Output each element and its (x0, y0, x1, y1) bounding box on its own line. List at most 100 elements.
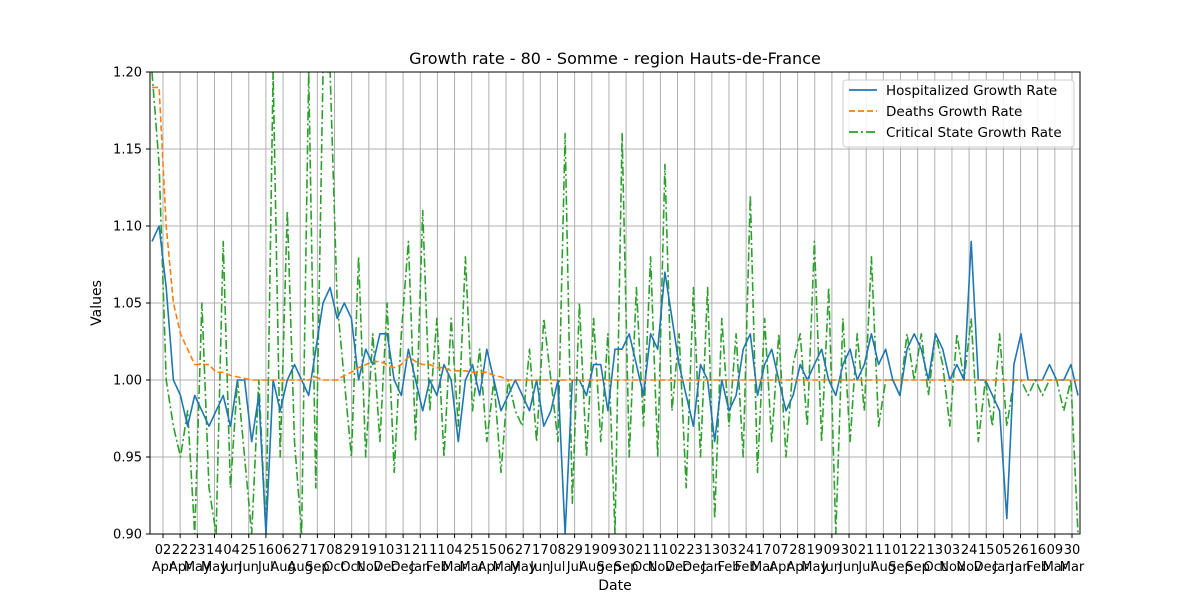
x-tick-day: 29 (566, 543, 583, 558)
x-tick-month: Jun (838, 560, 859, 575)
x-tick-month: May (510, 560, 537, 575)
x-tick-day: 15 (481, 543, 498, 558)
x-tick-month: Sep (597, 560, 622, 575)
y-tick-label: 1.15 (113, 143, 142, 158)
x-tick-day: 30 (1064, 543, 1081, 558)
x-tick-day: 02 (155, 543, 172, 558)
x-tick-month: Sep (305, 560, 330, 575)
x-tick-month: Dec (682, 560, 707, 575)
legend-label-hospitalized: Hospitalized Growth Rate (886, 83, 1057, 99)
x-tick-day: 11 (429, 543, 446, 558)
x-tick-day: 30 (841, 543, 858, 558)
x-tick-day: 03 (721, 543, 738, 558)
x-tick-day: 06 (275, 543, 292, 558)
x-tick-day: 27 (515, 543, 532, 558)
y-axis-title: Values (89, 280, 105, 326)
y-tick-label: 1.00 (113, 374, 142, 389)
x-tick-day: 14 (206, 543, 223, 558)
x-tick-month: May (184, 560, 211, 575)
x-tick-day: 24 (961, 543, 978, 558)
x-tick-day: 13 (704, 543, 721, 558)
x-tick-month: Apr (478, 560, 501, 575)
x-tick-day: 02 (669, 543, 686, 558)
series-deaths-line (152, 86, 1078, 381)
x-tick-day: 09 (1047, 543, 1064, 558)
x-tick-day: 11 (875, 543, 892, 558)
x-axis-title: Date (598, 578, 631, 594)
x-tick-month: Jul (857, 560, 874, 575)
x-tick-day: 05 (995, 543, 1012, 558)
x-tick-month: Oct (924, 560, 946, 575)
x-tick-month: Jan (409, 560, 430, 575)
x-tick-month: Jun (821, 560, 842, 575)
x-tick-day: 25 (463, 543, 480, 558)
x-tick-month: Jan (1010, 560, 1031, 575)
x-tick-day: 25 (240, 543, 257, 558)
x-tick-month: Apr (169, 560, 192, 575)
x-tick-month: Jun (238, 560, 259, 575)
x-tick-day: 04 (223, 543, 240, 558)
x-tick-month: May (493, 560, 520, 575)
x-tick-day: 17 (309, 543, 326, 558)
x-tick-month: Dec (665, 560, 690, 575)
x-tick-month: Jul (566, 560, 583, 575)
x-tick-day: 07 (772, 543, 789, 558)
x-tick-month: Nov (356, 560, 382, 575)
x-tick-day: 23 (189, 543, 206, 558)
x-tick-month: Feb (735, 560, 758, 575)
x-tick-day: 31 (395, 543, 412, 558)
y-tick-label: 1.10 (113, 220, 142, 235)
x-tick-month: Oct (323, 560, 345, 575)
x-axis: 02Apr22Apr23May14May04Jun25Jun16Jul06Aug… (152, 534, 1085, 575)
x-tick-day: 15 (978, 543, 995, 558)
x-tick-month: Sep (905, 560, 930, 575)
x-tick-month: May (201, 560, 228, 575)
x-tick-day: 22 (172, 543, 189, 558)
series-layer (151, 72, 1079, 534)
x-tick-day: 29 (343, 543, 360, 558)
x-tick-day: 22 (909, 543, 926, 558)
x-tick-day: 23 (686, 543, 703, 558)
x-tick-month: Feb (1026, 560, 1049, 575)
x-tick-month: Sep (888, 560, 913, 575)
x-tick-month: Aug (579, 560, 604, 575)
x-tick-day: 03 (944, 543, 961, 558)
legend: Hospitalized Growth Rate Deaths Growth R… (842, 79, 1075, 148)
series-hospitalized-line (151, 225, 1079, 534)
x-tick-month: Sep (614, 560, 639, 575)
x-tick-month: Mar (751, 560, 776, 575)
x-tick-day: 21 (858, 543, 875, 558)
x-tick-month: Dec (391, 560, 416, 575)
x-tick-day: 28 (789, 543, 806, 558)
y-tick-label: 1.20 (113, 66, 142, 81)
series-critical-line (151, 72, 1079, 534)
x-tick-day: 17 (755, 543, 772, 558)
x-tick-day: 09 (601, 543, 618, 558)
x-tick-day: 19 (584, 543, 601, 558)
x-tick-month: Feb (717, 560, 740, 575)
chart-title: Growth rate - 80 - Somme - region Hauts-… (409, 49, 821, 68)
x-tick-month: Oct (340, 560, 362, 575)
y-tick-label: 1.05 (113, 297, 142, 312)
y-axis: 0.90 0.95 1.00 1.05 1.10 1.15 1.20 (113, 66, 150, 543)
x-tick-day: 13 (927, 543, 944, 558)
x-tick-day: 11 (652, 543, 669, 558)
x-tick-day: 24 (738, 543, 755, 558)
x-tick-month: Aug (288, 560, 313, 575)
x-tick-month: Mar (459, 560, 484, 575)
x-tick-month: May (801, 560, 828, 575)
x-tick-day: 21 (412, 543, 429, 558)
y-tick-label: 0.95 (113, 451, 142, 466)
x-tick-day: 08 (326, 543, 343, 558)
x-tick-day: 30 (618, 543, 635, 558)
x-tick-month: Mar (1060, 560, 1085, 575)
x-tick-month: Feb (426, 560, 449, 575)
x-tick-month: Dec (373, 560, 398, 575)
x-tick-day: 10 (378, 543, 395, 558)
x-tick-month: Jun (220, 560, 241, 575)
legend-label-critical: Critical State Growth Rate (886, 125, 1062, 141)
y-tick-label: 0.90 (113, 528, 142, 543)
x-tick-day: 08 (549, 543, 566, 558)
x-tick-day: 06 (498, 543, 515, 558)
x-tick-day: 01 (892, 543, 909, 558)
